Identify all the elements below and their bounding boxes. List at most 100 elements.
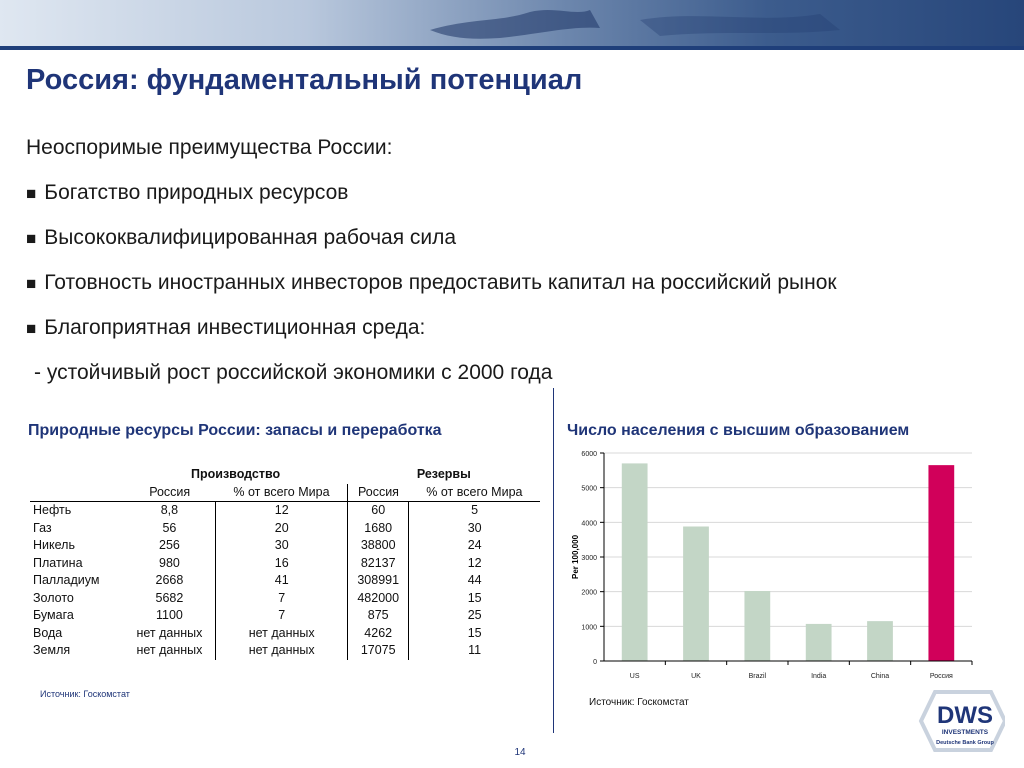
empty-cell <box>30 483 124 502</box>
banner-decoration <box>430 10 840 39</box>
bar <box>621 463 648 661</box>
x-tick-label: Brazil <box>749 673 767 680</box>
y-tick-label: 4000 <box>581 520 597 527</box>
table-cell: 12 <box>215 501 349 520</box>
y-axis-label: Per 100,000 <box>571 534 580 579</box>
table-cell: 20 <box>215 519 349 537</box>
chart-bars <box>621 463 955 661</box>
bullet-item: ■ Высококвалифицированная рабочая сила <box>26 225 837 270</box>
table-cell: 41 <box>215 572 349 590</box>
intro-line: Неоспоримые преимущества России: <box>26 136 393 159</box>
table-cell: 44 <box>467 573 482 587</box>
y-tick-label: 3000 <box>581 555 597 562</box>
table-cell: 56 <box>123 519 217 537</box>
table-cell: 1680 <box>347 519 410 537</box>
table-cell: 7 <box>215 607 349 625</box>
chart-source-note: Источник: Госкомстат <box>589 697 689 708</box>
logo-line2: Deutsche Bank Group <box>936 740 994 746</box>
x-tick-label: Россия <box>930 673 953 680</box>
table-cell: 15 <box>467 625 482 640</box>
row-label: Никель <box>33 538 75 552</box>
bullet-text: Готовность иностранных инвесторов предос… <box>44 271 837 294</box>
row-label: Нефть <box>33 503 72 517</box>
table-column-header-row: Россия % от всего Мира Россия % от всего… <box>30 483 540 502</box>
chart-grid <box>604 452 972 662</box>
bar <box>805 623 832 661</box>
table-row: Газ 56 20 1680 30 <box>30 519 540 537</box>
table-cell: 38800 <box>347 537 410 555</box>
row-label: Вода <box>33 625 63 640</box>
table-cell: 30 <box>467 520 482 535</box>
x-tick-label: US <box>630 673 640 680</box>
x-tick-label: China <box>871 673 889 680</box>
bar <box>928 465 955 661</box>
table-cell: нет данных <box>215 642 349 660</box>
table-row: Палладиум 2668 41 308991 44 <box>30 572 540 590</box>
table-cell: 8,8 <box>123 501 217 520</box>
y-tick-label: 0 <box>593 659 597 666</box>
row-label: Газ <box>33 520 52 535</box>
table-cell: 24 <box>467 538 482 552</box>
table-cell: 980 <box>123 554 217 572</box>
table-cell: 4262 <box>347 624 410 642</box>
table-row: Золото 5682 7 482000 15 <box>30 589 540 607</box>
vertical-divider <box>553 388 554 733</box>
row-label: Платина <box>33 555 83 570</box>
chart-title: Число населения с высшим образованием <box>567 422 910 439</box>
table-group-header-row: Производство Резервы <box>30 466 540 484</box>
table-cell: нет данных <box>123 642 217 660</box>
page-title: Россия: фундаментальный потенциал <box>26 64 583 96</box>
table-cell: 30 <box>215 537 349 555</box>
logo-hexagon-icon <box>918 690 1005 752</box>
square-bullet-icon: ■ <box>26 229 37 248</box>
group-header-production: Производство <box>191 467 281 481</box>
column-header: Россия <box>347 483 409 502</box>
column-header: % от всего Мира <box>408 483 540 502</box>
bullet-item: ■ Готовность иностранных инвесторов предо… <box>26 270 837 315</box>
table-cell: 25 <box>467 608 482 622</box>
table-cell: 256 <box>123 537 217 555</box>
bar <box>867 621 893 661</box>
dws-logo: DWS INVESTMENTS Deutsche Bank Group <box>918 690 1005 752</box>
bar <box>744 590 771 661</box>
row-label: Палладиум <box>33 573 100 587</box>
y-tick-label: 6000 <box>581 451 597 458</box>
square-bullet-icon: ■ <box>26 319 37 338</box>
table-cell: нет данных <box>123 624 217 642</box>
empty-cell <box>30 466 124 484</box>
y-tick-label: 2000 <box>581 590 597 597</box>
sub-item: - устойчивый рост российской экономики с… <box>34 361 553 384</box>
bullet-text: Богатство природных ресурсов <box>44 181 349 204</box>
table-cell: 1100 <box>123 607 217 625</box>
y-tick-label: 5000 <box>581 486 597 493</box>
table-cell: 5 <box>471 503 479 517</box>
chart-axes <box>600 452 973 665</box>
table-cell: 12 <box>467 555 482 570</box>
resources-table: Производство Резервы Россия % от всего М… <box>30 466 540 660</box>
table-cell: 11 <box>468 643 482 657</box>
bullet-text: Благоприятная инвестиционная среда: <box>44 316 426 339</box>
table-cell: 82137 <box>347 554 410 572</box>
table-cell: 7 <box>215 589 349 607</box>
table-row: Вода нет данных нет данных 4262 15 <box>30 624 540 642</box>
group-header-reserves: Резервы <box>416 467 471 481</box>
column-header: % от всего Мира <box>215 483 349 502</box>
table-cell: нет данных <box>215 624 349 642</box>
table-cell: 2668 <box>123 572 217 590</box>
table-row: Земля нет данных нет данных 17075 11 <box>30 642 540 660</box>
table-row: Бумага 1100 7 875 25 <box>30 607 540 625</box>
y-tick-label: 1000 <box>581 624 597 631</box>
row-label: Земля <box>33 643 71 657</box>
logo-line1: INVESTMENTS <box>942 729 989 736</box>
x-tick-label: UK <box>691 673 701 680</box>
table-cell: 308991 <box>347 572 410 590</box>
bar <box>683 526 709 661</box>
row-label: Золото <box>33 590 74 605</box>
square-bullet-icon: ■ <box>26 184 37 203</box>
square-bullet-icon: ■ <box>26 274 37 293</box>
table-cell: 60 <box>347 501 410 520</box>
table-row: Никель 256 30 38800 24 <box>30 537 540 555</box>
banner-rule <box>0 46 1024 50</box>
table-cell: 5682 <box>123 589 217 607</box>
logo-text: DWS <box>937 702 993 729</box>
